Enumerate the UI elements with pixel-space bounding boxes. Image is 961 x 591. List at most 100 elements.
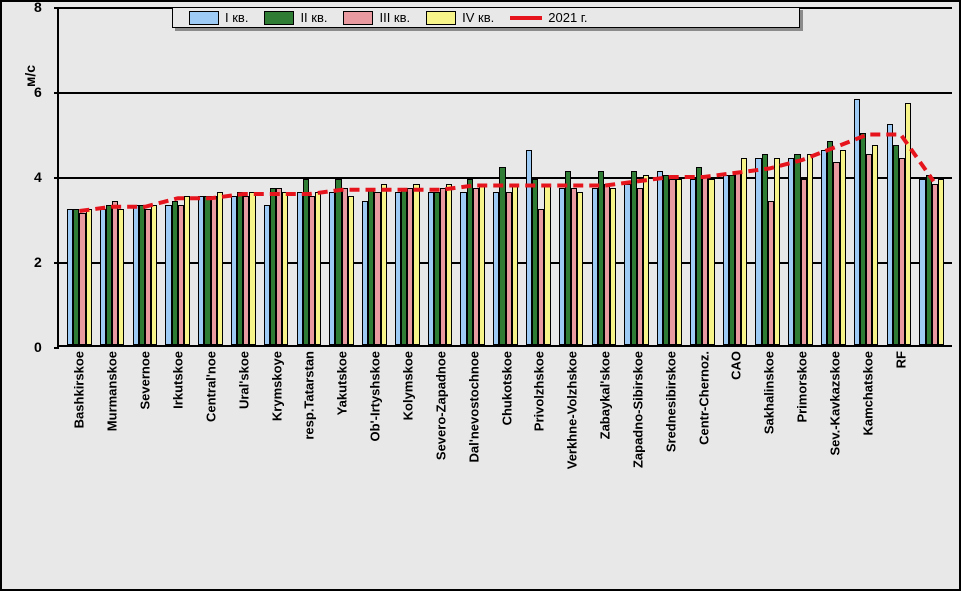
y-tick-label: 4 [34, 169, 42, 185]
legend: I кв. II кв. III кв. IV кв. 2021 г. [172, 7, 800, 28]
bar-group [260, 188, 293, 345]
x-tick-label: Sakhalinskoe [762, 351, 777, 434]
bar-group [161, 196, 194, 345]
x-tick-label: RF [893, 351, 908, 368]
bar [938, 179, 944, 345]
x-tick-label: Centr-Chernoz. [696, 351, 711, 445]
legend-item: I кв. [189, 10, 248, 25]
bar [217, 192, 223, 345]
bar-group [129, 205, 162, 345]
bar-group [784, 154, 817, 345]
x-tick-label: Irkutskoe [170, 351, 185, 409]
bar [708, 179, 714, 345]
y-tick-label: 8 [34, 0, 42, 15]
bar-group [489, 167, 522, 346]
legend-label: II кв. [300, 10, 327, 25]
legend-swatch [426, 11, 456, 25]
bar [610, 188, 616, 345]
legend-label: IV кв. [462, 10, 494, 25]
x-tick-label: Srednesibirskoe [663, 351, 678, 452]
bar [643, 175, 649, 345]
bar-group [522, 150, 555, 346]
bar-group [686, 167, 719, 346]
bar-group [391, 184, 424, 346]
x-tick-label: Sev.-Kavkazskoe [828, 351, 843, 456]
x-tick-label: Ob'-Irtyshskoe [368, 351, 383, 442]
bar-group [194, 192, 227, 345]
bar [676, 179, 682, 345]
x-tick-label: Severo-Zapadnoe [433, 351, 448, 460]
bar [577, 192, 583, 345]
x-tick-label: Ural'skoe [236, 351, 251, 409]
bar [774, 158, 780, 345]
bar [413, 184, 419, 346]
bar-group [424, 184, 457, 346]
y-axis-title: м/с [22, 65, 38, 87]
bar-group [358, 184, 391, 346]
x-tick-label: Krymskoye [269, 351, 284, 421]
legend-swatch [343, 11, 373, 25]
bar-group [883, 103, 916, 345]
bar [446, 184, 452, 346]
x-tick-label: CAO [729, 351, 744, 380]
x-tick-label: Severnoe [138, 351, 153, 410]
x-tick-label: Chukotskoe [499, 351, 514, 425]
bar-group [915, 175, 948, 345]
bar-group [325, 179, 358, 345]
y-tick-label: 0 [34, 339, 42, 355]
bar [381, 184, 387, 346]
x-tick-label: Murmanskoe [105, 351, 120, 431]
x-tick-label: Dal'nevostochnoe [466, 351, 481, 462]
bar [512, 184, 518, 346]
chart-container: 02468BashkirskoeMurmanskoeSevernoeIrkuts… [0, 0, 961, 591]
legend-label: III кв. [379, 10, 410, 25]
legend-label: 2021 г. [548, 10, 587, 25]
bar-group [63, 209, 96, 345]
bars-area [59, 5, 952, 345]
bar [315, 192, 321, 345]
legend-item: IV кв. [426, 10, 494, 25]
bar [479, 184, 485, 346]
legend-item: II кв. [264, 10, 327, 25]
x-tick-label: Privolzhskoe [532, 351, 547, 431]
x-tick-label: Bashkirskoe [72, 351, 87, 428]
bar [872, 145, 878, 345]
y-tick [54, 347, 59, 349]
bar-group [456, 179, 489, 345]
bar [118, 209, 124, 345]
x-tick-label: Verkhne-Volzhskoe [565, 351, 580, 469]
bar [282, 192, 288, 345]
x-tick-label: Zapadno-Sibirskoe [630, 351, 645, 468]
bar [905, 103, 911, 345]
y-tick-label: 2 [34, 254, 42, 270]
legend-item: III кв. [343, 10, 410, 25]
x-tick-label: Primorskoe [795, 351, 810, 423]
bar-group [751, 154, 784, 345]
bar-group [227, 192, 260, 345]
bar [86, 209, 92, 345]
bar-group [292, 179, 325, 345]
x-tick-label: Kolymskoe [400, 351, 415, 420]
bar [840, 150, 846, 346]
legend-line-swatch [510, 16, 542, 20]
bar-group [850, 99, 883, 346]
bar-group [620, 171, 653, 345]
x-tick-label: Yakutskoe [335, 351, 350, 415]
bar [741, 158, 747, 345]
legend-item: 2021 г. [510, 10, 587, 25]
bar [807, 154, 813, 345]
x-tick-label: Kamchatskoe [860, 351, 875, 436]
legend-swatch [189, 11, 219, 25]
bar-group [817, 141, 850, 345]
legend-swatch [264, 11, 294, 25]
bar [544, 184, 550, 346]
bar [151, 205, 157, 345]
bar-group [96, 201, 129, 346]
bar [184, 196, 190, 345]
bar-group [555, 171, 588, 345]
legend-label: I кв. [225, 10, 248, 25]
bar [348, 196, 354, 345]
bar-group [653, 171, 686, 345]
x-tick-label: Central'noe [203, 351, 218, 422]
plot-area: 02468BashkirskoeMurmanskoeSevernoeIrkuts… [57, 7, 952, 347]
